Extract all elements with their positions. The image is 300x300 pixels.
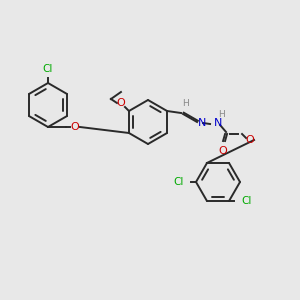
Text: O: O — [219, 146, 227, 156]
Text: N: N — [198, 118, 206, 128]
Text: H: H — [218, 110, 224, 119]
Text: Cl: Cl — [43, 64, 53, 74]
Text: O: O — [70, 122, 80, 132]
Text: Cl: Cl — [174, 177, 184, 187]
Text: N: N — [214, 118, 222, 128]
Text: O: O — [117, 98, 125, 108]
Text: H: H — [182, 99, 188, 108]
Text: Cl: Cl — [241, 196, 251, 206]
Text: O: O — [246, 135, 254, 145]
